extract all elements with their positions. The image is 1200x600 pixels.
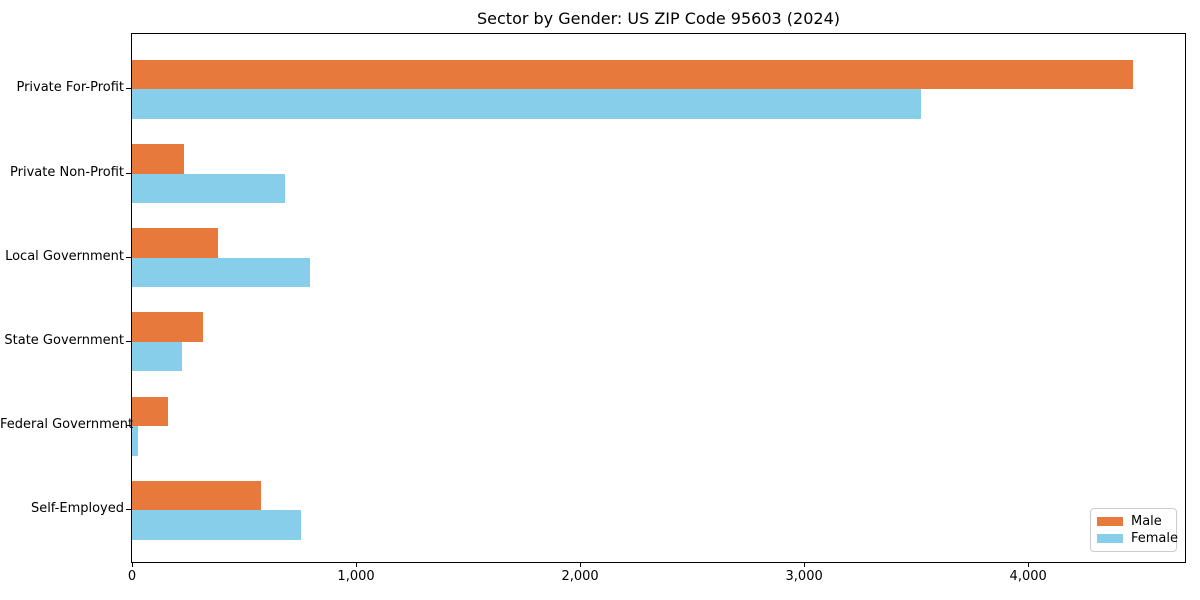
female-color-swatch	[1097, 534, 1123, 543]
y-tick	[126, 425, 131, 427]
x-tick-label: 4,000	[1009, 569, 1047, 584]
y-tick	[126, 172, 131, 174]
y-tick	[126, 509, 131, 511]
bar-male	[132, 480, 261, 511]
bar-female	[132, 426, 138, 456]
legend-label-female: Female	[1131, 530, 1179, 546]
x-tick	[356, 563, 358, 567]
bar-female	[132, 173, 286, 203]
y-tick-label: Private For-Profit	[16, 80, 124, 96]
male-color-swatch	[1097, 517, 1123, 526]
legend-label-male: Male	[1131, 513, 1162, 529]
y-tick-label: Self-Employed	[30, 501, 124, 517]
bar-male	[132, 312, 203, 342]
legend-item-male: Male	[1097, 514, 1170, 530]
x-tick	[1028, 563, 1030, 567]
bar-male	[132, 144, 184, 174]
y-tick-label: Local Government	[5, 248, 124, 264]
y-tick	[126, 88, 131, 90]
bar-male	[132, 59, 1134, 90]
legend-item-female: Female	[1097, 531, 1178, 547]
x-tick	[804, 563, 806, 567]
x-tick-label: 2,000	[561, 569, 599, 584]
y-tick-label: State Government	[4, 332, 124, 348]
x-tick-label: 3,000	[785, 569, 823, 584]
plot-area	[131, 33, 1186, 563]
bar-female	[132, 89, 921, 119]
x-tick-label: 1,000	[337, 569, 375, 584]
x-tick	[132, 563, 133, 567]
y-tick-label: Federal Government	[0, 417, 134, 433]
y-tick	[126, 340, 131, 342]
y-tick-label: Private Non-Profit	[10, 164, 124, 180]
x-tick	[580, 563, 582, 567]
bar-female	[132, 257, 311, 288]
bar-female	[132, 341, 183, 372]
bar-female	[132, 510, 302, 540]
legend: Male Female	[1090, 508, 1178, 552]
x-tick-label: 0	[127, 569, 137, 584]
bar-male	[132, 228, 219, 258]
y-tick	[126, 256, 131, 258]
bar-male	[132, 396, 168, 427]
chart-title: Sector by Gender: US ZIP Code 95603 (202…	[477, 9, 840, 28]
